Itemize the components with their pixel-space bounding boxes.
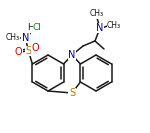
Text: CH₃: CH₃ [107,20,121,30]
Text: O: O [15,47,22,57]
Text: H: H [27,24,34,32]
Text: CH₃: CH₃ [90,9,104,18]
Text: N: N [96,23,104,33]
Text: O: O [32,43,39,53]
Text: S: S [25,46,32,56]
Text: S: S [69,88,75,98]
Text: Cl: Cl [33,22,42,32]
Text: N: N [22,33,29,43]
Text: CH₃: CH₃ [5,34,20,43]
Text: N: N [68,50,76,60]
